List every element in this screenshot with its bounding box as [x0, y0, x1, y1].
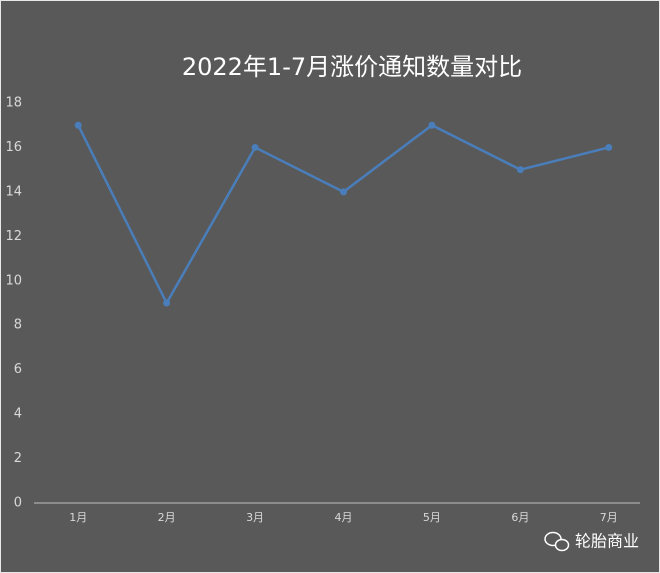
x-tick-label: 7月	[600, 511, 618, 524]
y-tick-label: 14	[5, 184, 22, 199]
x-tick-label: 2月	[158, 511, 176, 524]
y-tick-label: 10	[5, 273, 22, 288]
y-tick-label: 16	[5, 140, 22, 155]
y-tick-label: 18	[5, 96, 22, 111]
chart-title: 2022年1-7月涨价通知数量对比	[182, 53, 522, 81]
x-tick-label: 6月	[511, 511, 529, 524]
marker	[428, 121, 436, 129]
marker	[251, 143, 259, 151]
x-tick-label: 3月	[246, 511, 264, 524]
x-tick-label: 1月	[69, 511, 87, 524]
y-tick-label: 6	[14, 362, 22, 377]
watermark: 轮胎商业	[575, 532, 639, 551]
marker	[163, 299, 171, 307]
y-tick-label: 2	[14, 451, 22, 466]
x-tick-label: 5月	[423, 511, 441, 524]
y-tick-label: 0	[14, 496, 22, 511]
marker	[74, 121, 82, 129]
marker	[340, 188, 347, 196]
y-tick-label: 8	[14, 318, 22, 333]
watermark-icon	[544, 531, 570, 552]
y-tick-label: 12	[5, 229, 22, 244]
x-tick-label: 4月	[335, 511, 353, 524]
y-tick-label: 4	[14, 407, 22, 422]
marker	[516, 166, 524, 174]
marker	[605, 143, 613, 151]
